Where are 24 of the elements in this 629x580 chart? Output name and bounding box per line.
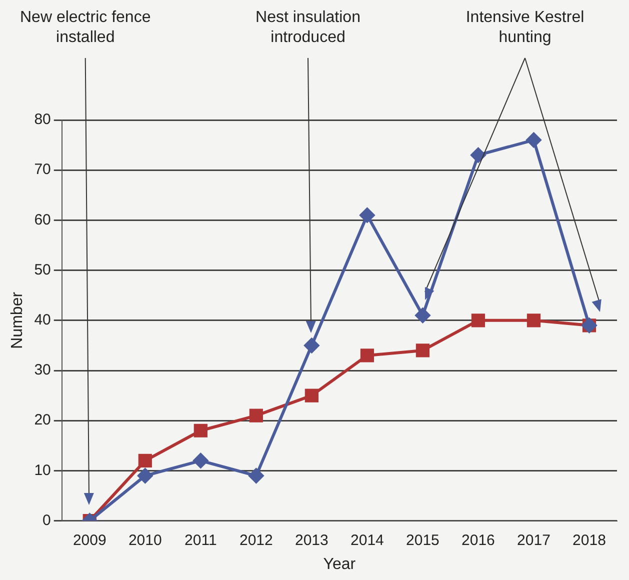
y-tick-label: 20 (34, 412, 51, 429)
x-tick-label: 2011 (184, 532, 217, 549)
x-tick-label: 2018 (572, 532, 606, 549)
y-tick-label: 60 (34, 211, 51, 228)
y-tick-label: 10 (34, 462, 51, 479)
y-tick-label: 70 (34, 161, 51, 178)
x-tick-label: 2010 (128, 532, 162, 549)
y-tick-label: 50 (34, 261, 51, 278)
text: Nest insulation introduced (256, 9, 360, 46)
x-tick-label: 2012 (239, 532, 273, 549)
x-tick-label: 2009 (72, 532, 106, 549)
x-axis-title: Year (323, 556, 356, 573)
y-tick-label: 30 (34, 362, 51, 379)
y-tick-label: 0 (42, 512, 51, 529)
y-axis-title: Number (9, 291, 26, 349)
x-tick-label: 2014 (350, 532, 384, 549)
y-tick-label: 80 (34, 111, 51, 128)
x-tick-label: 2016 (462, 532, 495, 549)
x-tick-label: 2015 (406, 532, 440, 549)
text: New electric fence installed (20, 9, 151, 46)
y-tick-label: 40 (34, 312, 51, 329)
text: Intensive Kestrel hunting (466, 9, 584, 46)
x-tick-label: 2017 (517, 532, 550, 549)
x-tick-label: 2013 (295, 532, 328, 549)
